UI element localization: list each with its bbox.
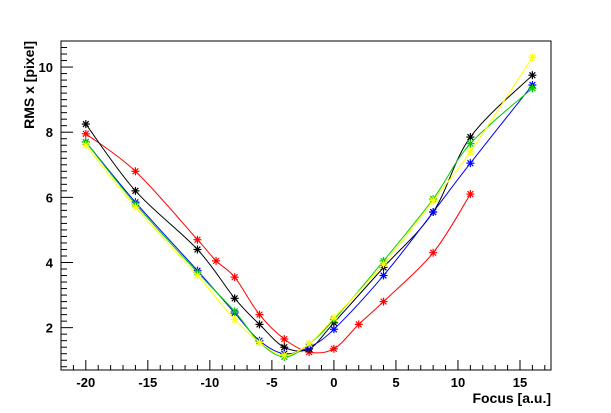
y-tick-label: 4 — [46, 256, 54, 271]
data-point — [131, 186, 140, 195]
y-tick-label: 2 — [46, 321, 53, 336]
data-point — [230, 273, 239, 282]
data-point — [466, 190, 475, 199]
x-tick-label: -5 — [266, 375, 278, 390]
y-axis-title: RMS x [pixel] — [21, 41, 37, 129]
data-point — [528, 53, 537, 62]
data-point — [354, 320, 363, 329]
x-tick-label: 5 — [392, 375, 399, 390]
data-point — [329, 313, 338, 322]
data-point — [230, 315, 239, 324]
series-line — [85, 87, 533, 358]
data-point — [131, 167, 140, 176]
series-layer — [81, 53, 537, 361]
x-tick-label: 0 — [330, 375, 337, 390]
data-point — [379, 260, 388, 269]
data-point — [255, 320, 264, 329]
x-axis: -20 -15 -10 -5 0 5 10 15 — [60, 360, 546, 390]
data-point — [379, 271, 388, 280]
x-tick-label: -10 — [200, 375, 219, 390]
data-point — [280, 351, 289, 360]
data-point — [429, 248, 438, 257]
y-axis: 2 4 6 8 10 — [39, 40, 73, 368]
data-point — [212, 256, 221, 265]
data-point — [81, 129, 90, 138]
data-point — [429, 196, 438, 205]
x-tick-label: -15 — [138, 375, 157, 390]
x-tick-label: 10 — [451, 375, 465, 390]
data-point — [528, 71, 537, 80]
data-point — [329, 325, 338, 334]
data-point — [131, 203, 140, 212]
data-point — [255, 310, 264, 319]
data-point — [193, 245, 202, 254]
data-point — [81, 120, 90, 129]
data-point — [280, 335, 289, 344]
plot-frame — [60, 40, 552, 371]
x-axis-title: Focus [a.u.] — [472, 390, 551, 406]
data-point — [81, 141, 90, 150]
data-point — [528, 84, 537, 93]
data-point — [466, 147, 475, 156]
y-tick-label: 8 — [46, 125, 53, 140]
data-point — [466, 159, 475, 168]
data-point — [193, 235, 202, 244]
y-tick-label: 10 — [39, 60, 53, 75]
data-point — [193, 271, 202, 280]
x-tick-label: -20 — [76, 375, 95, 390]
data-point — [305, 339, 314, 348]
y-tick-label: 6 — [46, 190, 53, 205]
data-point — [255, 338, 264, 347]
data-point — [329, 344, 338, 353]
series-line — [85, 57, 533, 356]
x-tick-label: 15 — [513, 375, 527, 390]
data-point — [429, 208, 438, 217]
data-point — [230, 294, 239, 303]
data-point — [379, 297, 388, 306]
data-point — [466, 139, 475, 148]
series-5 — [81, 53, 537, 360]
data-point — [230, 307, 239, 316]
